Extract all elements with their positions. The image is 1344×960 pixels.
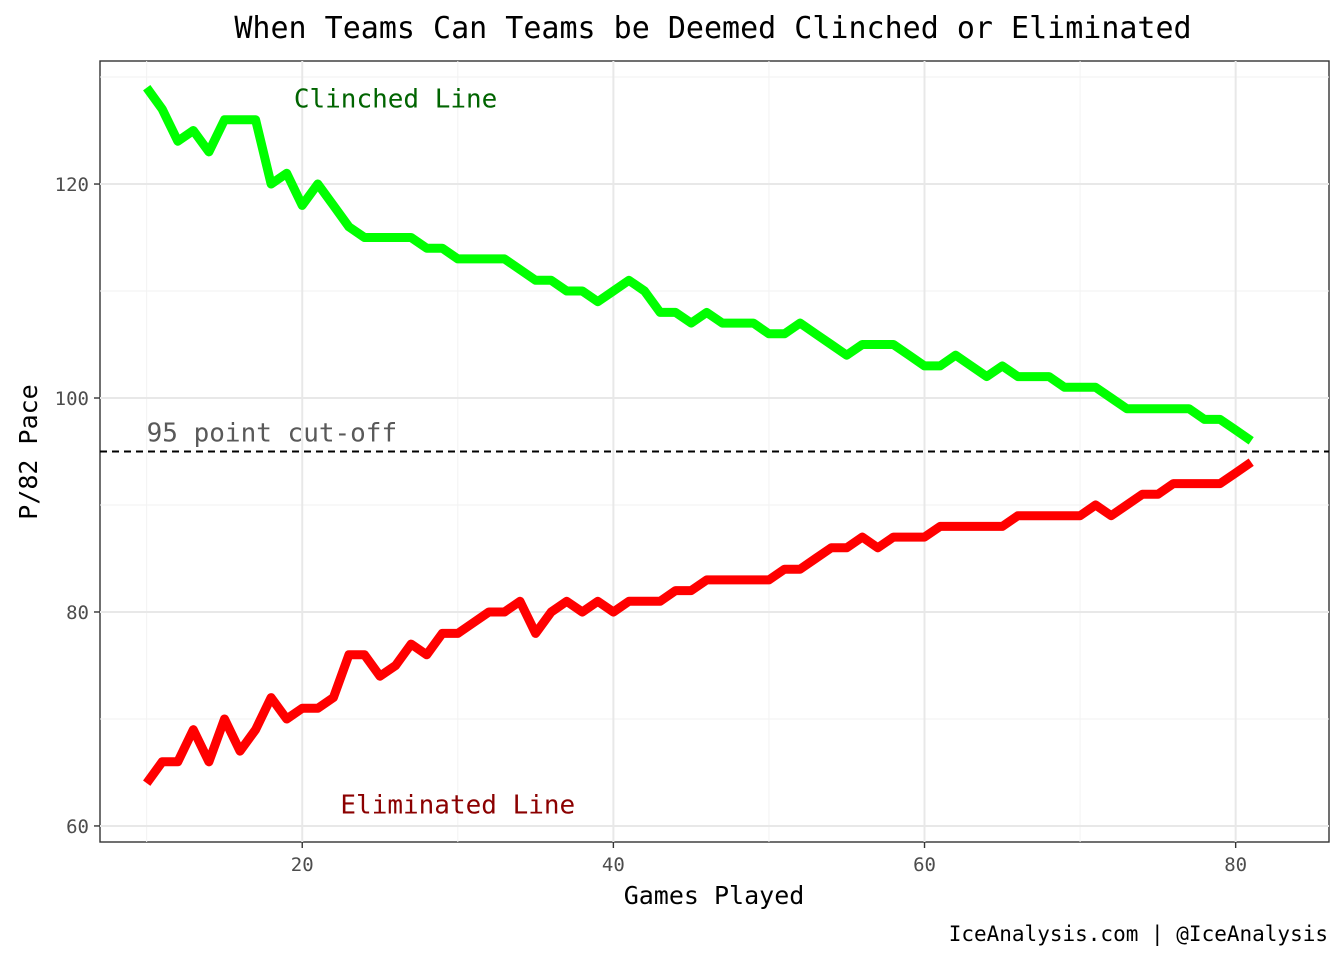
chart-title: When Teams Can Teams be Deemed Clinched … <box>234 11 1191 46</box>
cutoff-label: 95 point cut-off <box>147 419 397 449</box>
chart-caption: IceAnalysis.com | @IceAnalysis <box>949 922 1328 947</box>
x-tick-label: 20 <box>291 854 314 876</box>
eliminated-line-path <box>143 458 1254 786</box>
axis-ticks: 20 40 60 80 60 80 100 120 <box>55 174 1247 876</box>
x-tick-label: 40 <box>602 854 625 876</box>
series-layer <box>143 85 1254 786</box>
y-tick-label: 120 <box>55 174 89 196</box>
y-tick-label: 60 <box>66 816 89 838</box>
x-tick-label: 60 <box>913 854 936 876</box>
x-axis-label: Games Played <box>624 881 805 910</box>
series-labels: Clinched Line Eliminated Line <box>294 84 575 820</box>
x-tick-label: 80 <box>1224 854 1247 876</box>
clinched-line-path <box>143 85 1254 445</box>
y-tick-label: 80 <box>66 602 89 624</box>
eliminated-line-label: Eliminated Line <box>340 791 575 821</box>
y-axis-label: P/82 Pace <box>14 384 43 519</box>
clinched-line-label: Clinched Line <box>294 84 498 114</box>
y-tick-label: 100 <box>55 388 89 410</box>
